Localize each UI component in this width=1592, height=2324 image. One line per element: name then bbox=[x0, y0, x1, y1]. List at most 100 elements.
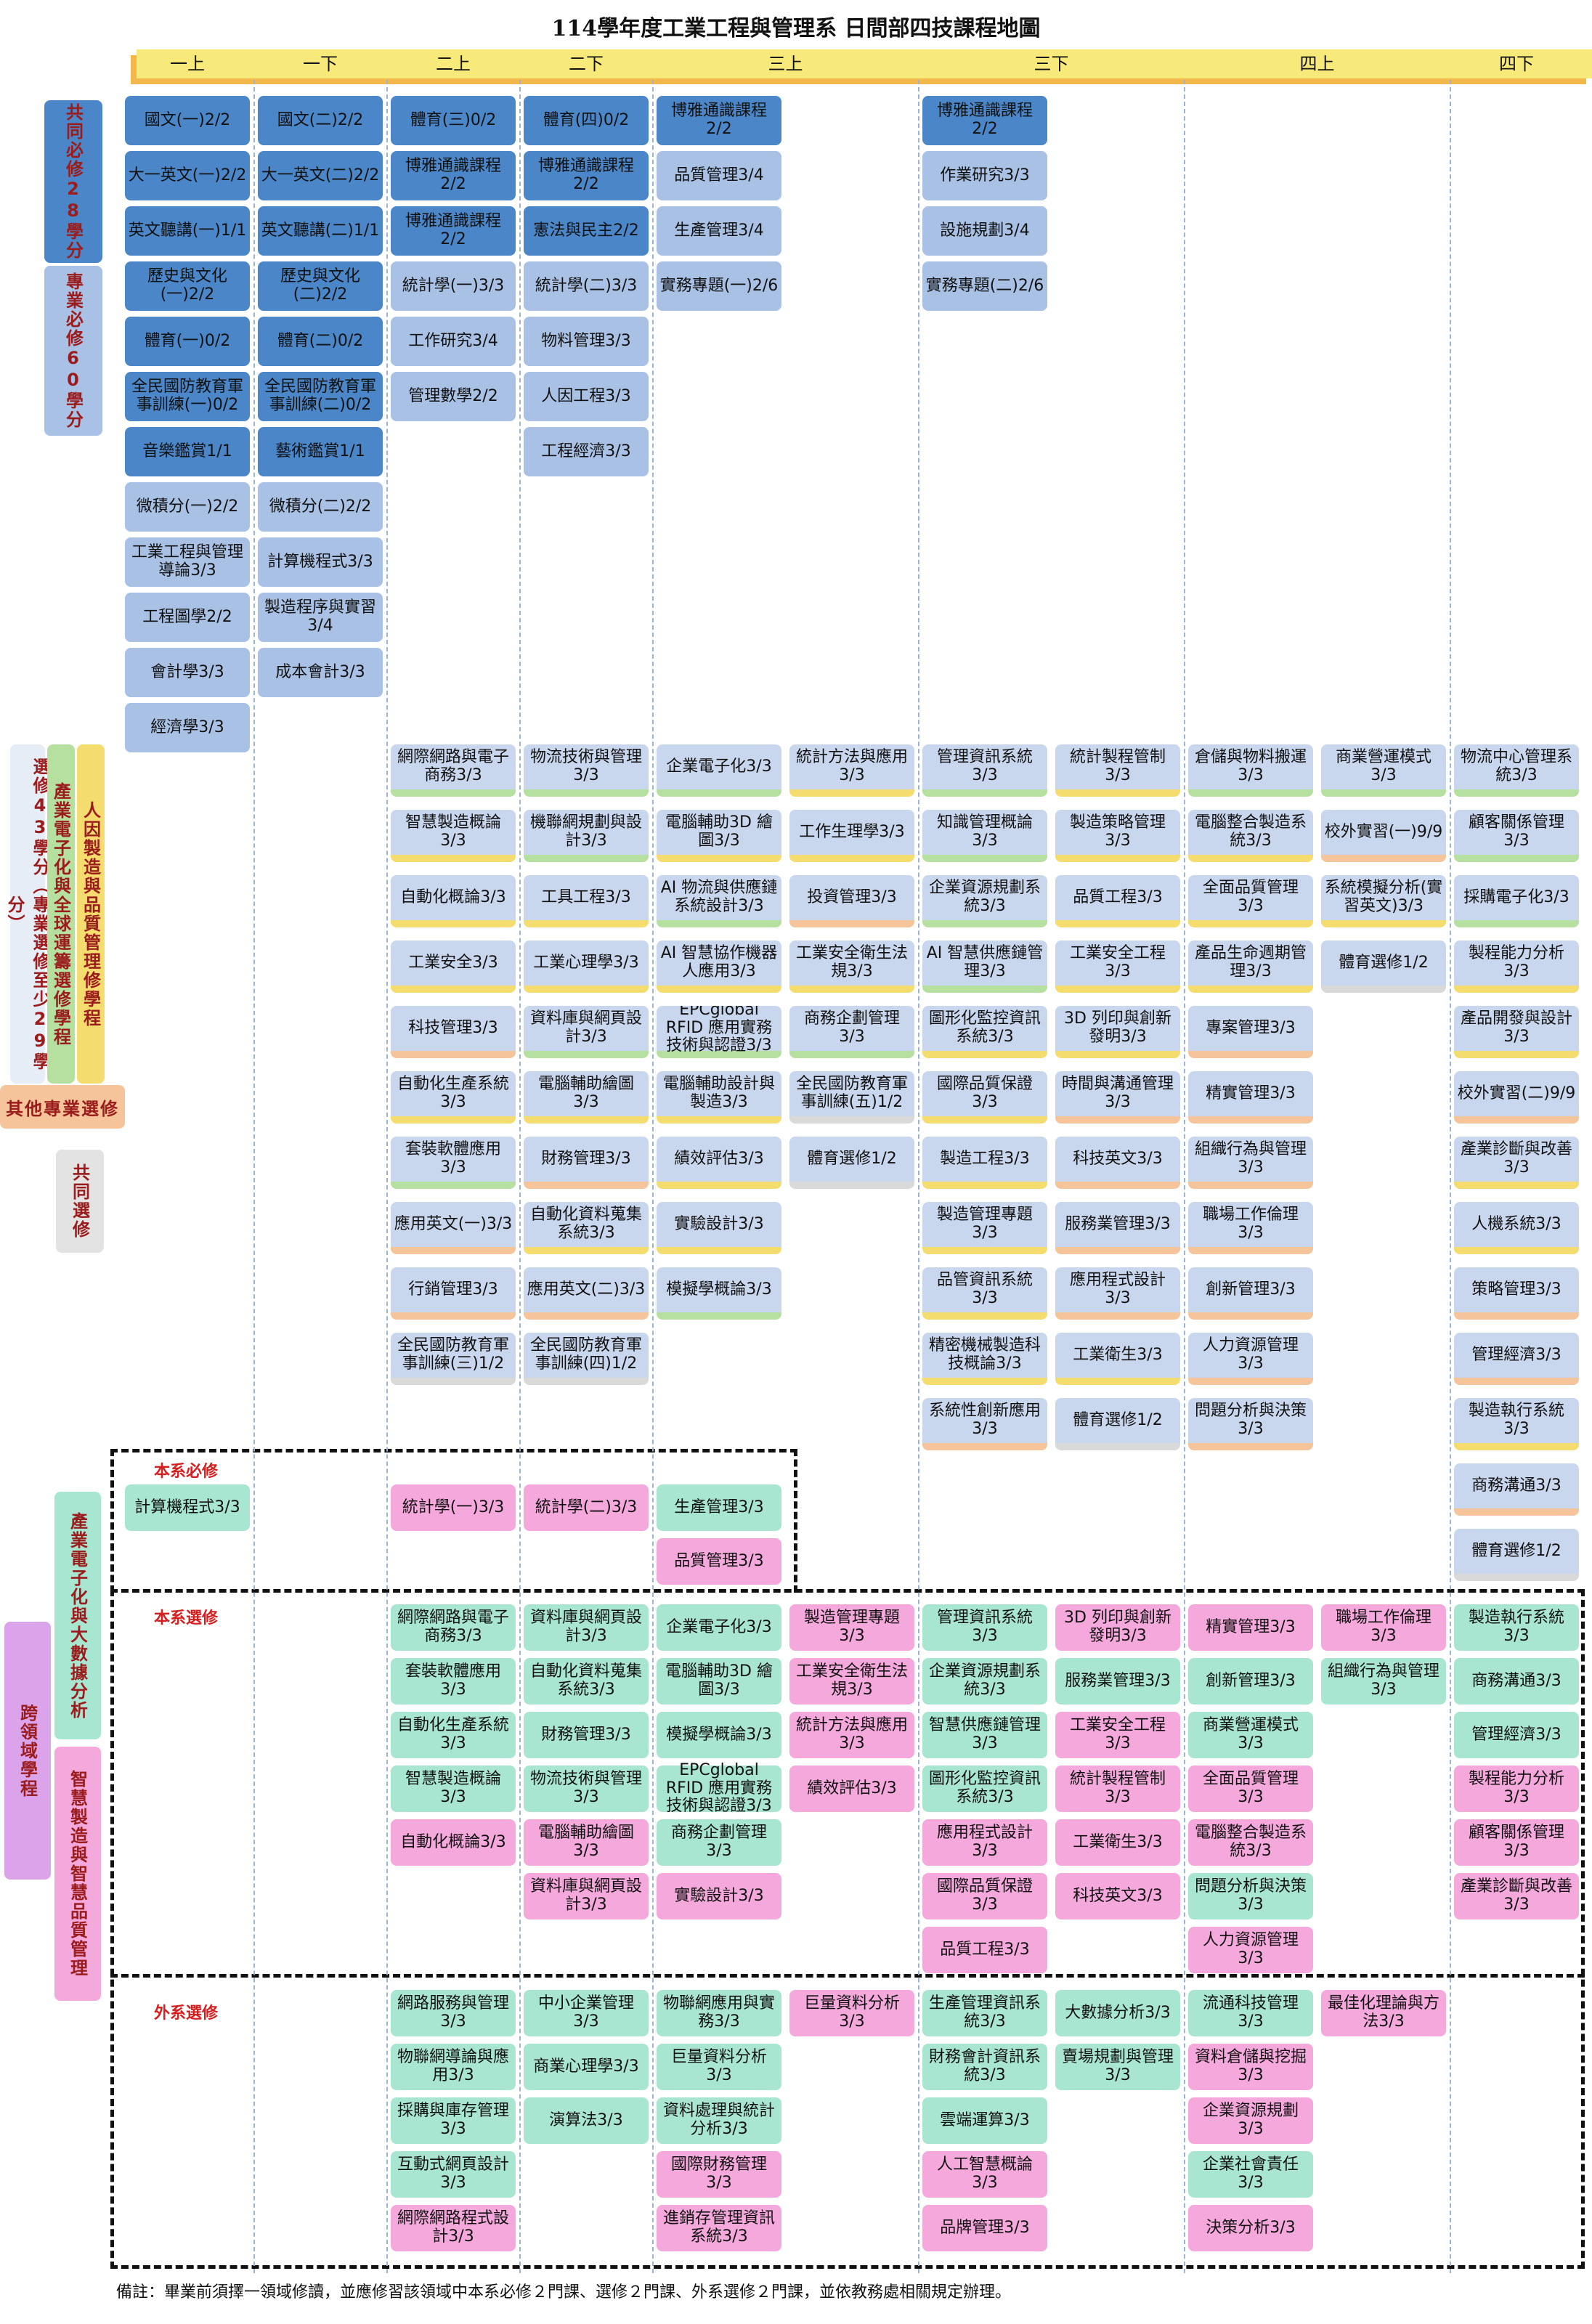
section-title: 外系選修 bbox=[154, 2004, 219, 2023]
course-name: 智慧製造概論3/3 bbox=[391, 810, 516, 855]
course-card: 問題分析與決策3/3 bbox=[1188, 1398, 1313, 1450]
course-card: 財務會計資訊系統3/3 bbox=[922, 2044, 1047, 2090]
course-card: 工業心理學3/3 bbox=[524, 940, 649, 993]
course-card: 作業研究3/3 bbox=[922, 151, 1047, 200]
track-stripe bbox=[1188, 986, 1313, 993]
course-name: 投資管理3/3 bbox=[789, 875, 914, 920]
track-stripe bbox=[657, 1182, 781, 1189]
course-name: 統計製程管制3/3 bbox=[1055, 744, 1180, 789]
course-name: 電腦輔助3D 繪圖3/3 bbox=[657, 810, 781, 855]
column-divider bbox=[918, 80, 919, 2273]
course-card: AI 物流與供應鏈系統設計3/3 bbox=[657, 875, 781, 927]
track-stripe bbox=[1055, 1116, 1180, 1124]
track-stripe bbox=[1055, 1312, 1180, 1320]
course-card: 製造程序與實習3/4 bbox=[258, 593, 383, 642]
course-name: 實驗設計3/3 bbox=[657, 1202, 781, 1247]
track-stripe bbox=[524, 1051, 649, 1058]
course-card: 時間與溝通管理3/3 bbox=[1055, 1071, 1180, 1124]
course-card: 企業社會責任3/3 bbox=[1188, 2151, 1313, 2198]
course-card: 品牌管理3/3 bbox=[922, 2205, 1047, 2251]
course-name: 科技英文3/3 bbox=[1055, 1137, 1180, 1182]
course-card: 實務專題(二)2/6 bbox=[922, 261, 1047, 311]
course-card: 統計學(一)3/3 bbox=[391, 261, 516, 311]
course-name: 體育選修1/2 bbox=[1321, 940, 1446, 986]
course-card: 工業安全工程3/3 bbox=[1055, 1712, 1180, 1758]
course-name: 創新管理3/3 bbox=[1188, 1267, 1313, 1312]
track-stripe bbox=[789, 855, 914, 862]
course-name: 全民國防教育軍事訓練(三)1/2 bbox=[391, 1333, 516, 1378]
track-stripe bbox=[657, 1247, 781, 1254]
course-name: 校外實習(一)9/9 bbox=[1321, 810, 1446, 855]
track-stripe bbox=[1188, 1378, 1313, 1385]
track-stripe bbox=[524, 1116, 649, 1124]
course-name: 體育選修1/2 bbox=[789, 1137, 914, 1182]
course-name: 專案管理3/3 bbox=[1188, 1006, 1313, 1051]
course-card: 流通科技管理3/3 bbox=[1188, 1990, 1313, 2036]
section-label: 共同必修28學分 bbox=[44, 100, 102, 263]
course-card: 中小企業管理3/3 bbox=[524, 1990, 649, 2036]
course-name: 工業心理學3/3 bbox=[524, 940, 649, 986]
course-card: 全民國防教育軍事訓練(五)1/2 bbox=[789, 1071, 914, 1124]
section-label: 智慧製造與智慧品質管理 bbox=[54, 1747, 101, 2001]
course-card: 資料庫與網頁設計3/3 bbox=[524, 1873, 649, 1919]
course-name: 企業資源規劃系統3/3 bbox=[922, 875, 1047, 920]
course-card: 採購與庫存管理3/3 bbox=[391, 2097, 516, 2144]
course-name: 圖形化監控資訊系統3/3 bbox=[922, 1006, 1047, 1051]
course-card: 工作研究3/4 bbox=[391, 317, 516, 366]
track-stripe bbox=[1454, 855, 1579, 862]
course-card: 人工智慧概論3/3 bbox=[922, 2151, 1047, 2198]
track-stripe bbox=[1188, 1443, 1313, 1450]
course-card: 企業資源規劃3/3 bbox=[1188, 2097, 1313, 2144]
track-stripe bbox=[922, 789, 1047, 797]
track-stripe bbox=[391, 1116, 516, 1124]
track-stripe bbox=[922, 920, 1047, 927]
course-name: 策略管理3/3 bbox=[1454, 1267, 1579, 1312]
track-stripe bbox=[391, 1378, 516, 1385]
course-card: 套裝軟體應用3/3 bbox=[391, 1658, 516, 1705]
course-name: 模擬學概論3/3 bbox=[657, 1267, 781, 1312]
course-card: 物聯網應用與實務3/3 bbox=[657, 1990, 781, 2036]
section-label: 產業電子化與全球運籌選修學程 bbox=[47, 744, 75, 1084]
course-name: 系統模擬分析(實習英文)3/3 bbox=[1321, 875, 1446, 920]
course-name: 工業安全衛生法規3/3 bbox=[789, 940, 914, 986]
track-stripe bbox=[1454, 1051, 1579, 1058]
course-name: 時間與溝通管理3/3 bbox=[1055, 1071, 1180, 1116]
track-stripe bbox=[1188, 855, 1313, 862]
track-stripe bbox=[922, 1443, 1047, 1450]
course-card: 3D 列印與創新發明3/3 bbox=[1055, 1604, 1180, 1651]
course-name: 績效評估3/3 bbox=[657, 1137, 781, 1182]
course-card: 生產管理資訊系統3/3 bbox=[922, 1990, 1047, 2036]
track-stripe bbox=[1188, 1116, 1313, 1124]
column-divider bbox=[253, 80, 255, 2273]
course-card: 套裝軟體應用3/3 bbox=[391, 1137, 516, 1189]
course-card: 設施規劃3/4 bbox=[922, 206, 1047, 256]
course-card: 體育(一)0/2 bbox=[125, 317, 250, 366]
cross-elective-box bbox=[110, 1589, 1585, 2269]
course-card: 創新管理3/3 bbox=[1188, 1658, 1313, 1705]
course-card: 統計製程管制3/3 bbox=[1055, 744, 1180, 797]
track-stripe bbox=[1454, 1443, 1579, 1450]
course-name: 統計方法與應用3/3 bbox=[789, 744, 914, 789]
track-stripe bbox=[657, 789, 781, 797]
course-card: 工業安全工程3/3 bbox=[1055, 940, 1180, 993]
course-card: 計算機程式3/3 bbox=[125, 1484, 250, 1531]
track-stripe bbox=[391, 855, 516, 862]
course-card: 3D 列印與創新發明3/3 bbox=[1055, 1006, 1180, 1058]
track-stripe bbox=[391, 1182, 516, 1189]
track-stripe bbox=[524, 789, 649, 797]
course-card: 賣場規劃與管理3/3 bbox=[1055, 2044, 1180, 2090]
course-card: 物聯網導論與應用3/3 bbox=[391, 2044, 516, 2090]
section-label: 共同選修 bbox=[56, 1150, 104, 1253]
course-card: 國際品質保證3/3 bbox=[922, 1873, 1047, 1919]
course-name: 系統性創新應用3/3 bbox=[922, 1398, 1047, 1443]
course-name: 應用程式設計3/3 bbox=[1055, 1267, 1180, 1312]
semester-label: 四下 bbox=[1499, 54, 1534, 74]
course-card: 物流技術與管理3/3 bbox=[524, 1766, 649, 1812]
course-name: 知識管理概論3/3 bbox=[922, 810, 1047, 855]
course-name: 應用英文(一)3/3 bbox=[391, 1202, 516, 1247]
course-card: 人力資源管理3/3 bbox=[1188, 1927, 1313, 1973]
course-name: 製造管理專題3/3 bbox=[922, 1202, 1047, 1247]
course-card: 圖形化監控資訊系統3/3 bbox=[922, 1006, 1047, 1058]
track-stripe bbox=[391, 1247, 516, 1254]
track-stripe bbox=[922, 1247, 1047, 1254]
